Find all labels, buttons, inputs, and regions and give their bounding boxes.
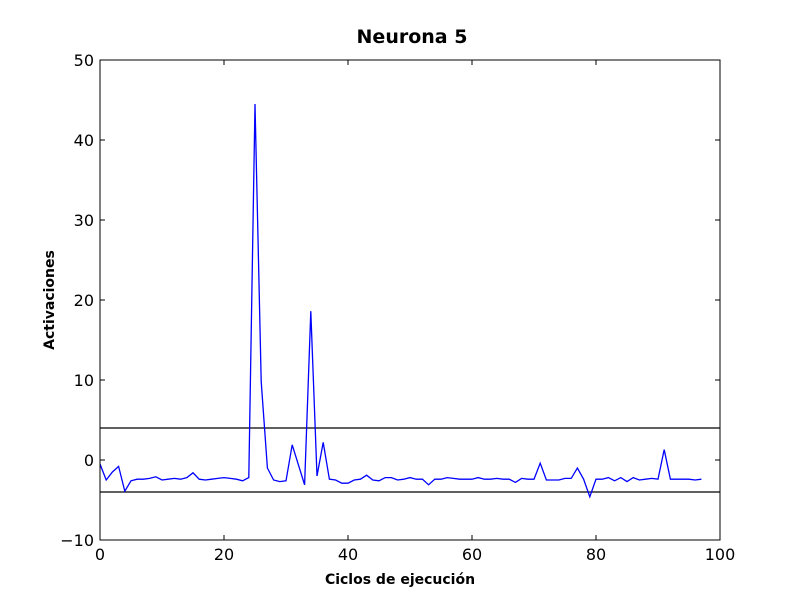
x-tick-label: 0 (95, 545, 105, 564)
x-tick-label: 80 (586, 545, 606, 564)
y-tick-label: 50 (74, 51, 94, 70)
y-tick-label: 30 (74, 211, 94, 230)
y-tick-label: 0 (84, 451, 94, 470)
y-tick-label: −10 (60, 531, 94, 550)
series-line (99, 103, 702, 499)
y-tick-label: 10 (74, 371, 94, 390)
y-tick-label: 40 (74, 131, 94, 150)
x-tick-label: 60 (462, 545, 482, 564)
x-axis-label: Ciclos de ejecución (325, 572, 475, 588)
x-tick-label: 100 (705, 545, 736, 564)
x-tick-label: 20 (214, 545, 234, 564)
plot-area-frame (99, 59, 721, 541)
series-layer (99, 103, 702, 499)
y-tick-label: 20 (74, 291, 94, 310)
x-tick-label: 40 (338, 545, 358, 564)
y-axis-label: Activaciones (42, 250, 58, 350)
chart-title: Neurona 5 (357, 26, 468, 48)
reference-lines (100, 427, 720, 493)
